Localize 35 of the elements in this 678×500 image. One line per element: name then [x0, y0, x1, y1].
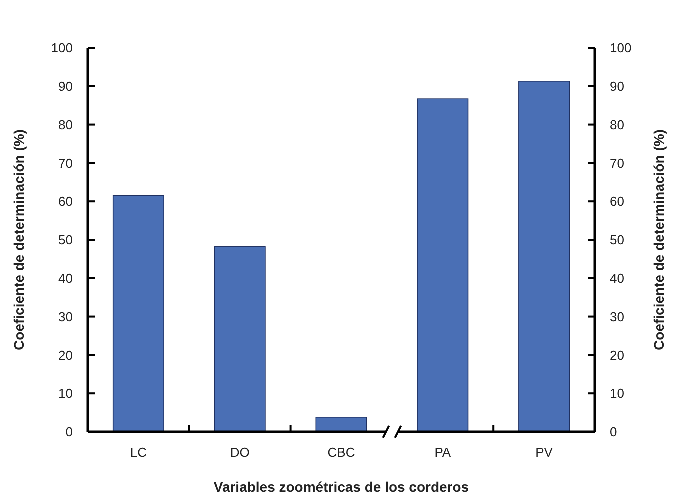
y-tick-label: 70: [58, 156, 73, 171]
x-tick-label: PV: [536, 445, 554, 460]
y-tick-label: 100: [51, 40, 73, 56]
y-tick-label: 80: [58, 117, 73, 132]
y-tick-label: 50: [58, 232, 73, 248]
y2-tick-label: 10: [610, 386, 624, 402]
y-tick-label: 10: [58, 386, 73, 402]
bar: [316, 417, 368, 432]
y2-tick-label: 0: [610, 424, 618, 440]
y2-tick-label: 40: [610, 270, 624, 286]
x-tick-label: DO: [230, 445, 250, 460]
y2-tick-label: 30: [610, 309, 624, 324]
y2-axis-title: Coeficiente de determinación (%): [651, 130, 667, 350]
y-tick-label: 30: [58, 309, 73, 324]
y2-tick-label: 20: [610, 348, 624, 363]
bar: [518, 81, 570, 432]
bar: [417, 98, 469, 432]
y-tick-label: 20: [58, 348, 73, 363]
x-tick-label: PA: [434, 445, 452, 460]
y2-tick-label: 100: [610, 40, 632, 56]
x-tick-label: LC: [130, 445, 148, 460]
bar: [112, 195, 164, 432]
x-tick-label: CBC: [328, 445, 356, 460]
y2-tick-label: 80: [610, 117, 624, 132]
y2-tick-label: 90: [610, 78, 624, 94]
y-tick-label: 0: [66, 424, 73, 440]
y-tick-label: 90: [58, 78, 73, 94]
bar: [214, 246, 266, 432]
y2-tick-label: 60: [610, 194, 624, 210]
y-tick-label: 40: [58, 270, 73, 286]
y-axis-title: Coeficiente de determinación (%): [11, 130, 27, 350]
x-axis-title: Variables zoométricas de los corderos: [214, 479, 470, 495]
y2-tick-label: 70: [610, 156, 624, 171]
y-tick-label: 60: [58, 194, 73, 210]
y2-tick-label: 50: [610, 232, 624, 248]
